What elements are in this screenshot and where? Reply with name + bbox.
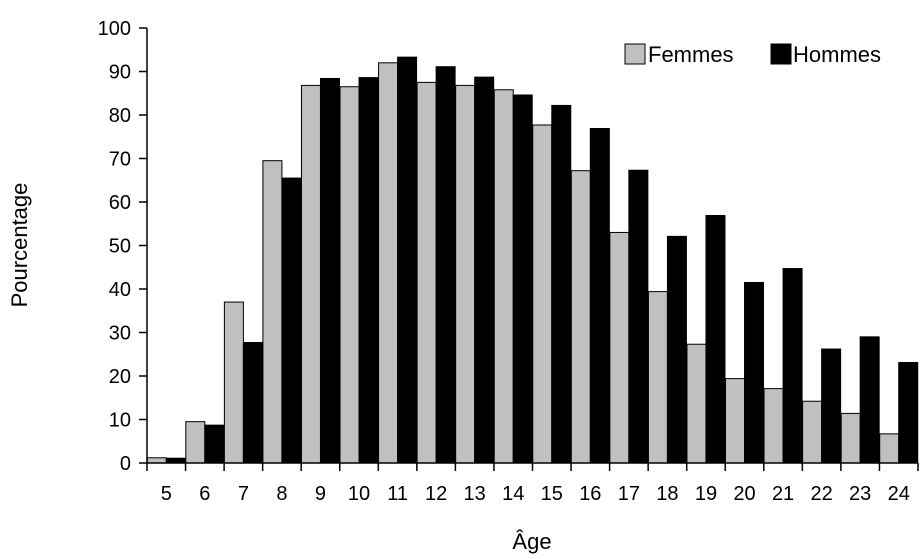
bar-femmes-21 (763, 388, 784, 464)
y-tick-label: 50 (109, 236, 131, 258)
x-tick-label: 22 (811, 483, 833, 505)
y-tick-label: 30 (109, 323, 131, 345)
bar-femmes-5 (146, 457, 167, 464)
x-axis-title: Âge (512, 529, 551, 554)
x-tick-label: 13 (464, 483, 486, 505)
bar-hommes-8 (281, 177, 302, 464)
x-tick-label: 7 (238, 483, 249, 505)
bar-femmes-7 (223, 301, 244, 464)
bar-hommes-7 (242, 342, 263, 464)
legend: Femmes Hommes (624, 42, 881, 67)
y-axis-title: Pourcentage (7, 183, 32, 308)
x-tick-label: 11 (387, 483, 408, 505)
x-tick-label: 6 (199, 483, 210, 505)
x-ticks-group: 5 6 7 8 9 10 11 12 13 14 15 16 17 18 19 20 21 22 23 24 (146, 463, 919, 505)
bar-hommes-6 (204, 424, 225, 464)
y-tick-label: 70 (109, 149, 131, 171)
bar-hommes-10 (358, 77, 379, 464)
bar-femmes-19 (686, 343, 707, 464)
x-tick-label: 24 (888, 483, 910, 505)
bars-group (146, 56, 919, 464)
bar-femmes-13 (455, 84, 476, 464)
bar-femmes-17 (609, 231, 630, 464)
bar-hommes-24 (898, 362, 919, 464)
bar-femmes-10 (339, 86, 360, 464)
legend-label-hommes: Hommes (793, 42, 881, 67)
bar-femmes-20 (725, 378, 746, 464)
x-tick-label: 21 (772, 483, 794, 505)
x-tick-label: 14 (502, 483, 524, 505)
bar-femmes-8 (262, 160, 283, 464)
y-tick-label: 40 (109, 279, 131, 301)
bar-femmes-6 (185, 421, 206, 464)
bar-femmes-24 (879, 433, 900, 464)
bar-hommes-20 (744, 281, 765, 464)
legend-label-femmes: Femmes (648, 42, 734, 67)
bar-hommes-16 (589, 127, 610, 464)
bar-femmes-9 (300, 84, 321, 464)
bar-hommes-9 (319, 77, 340, 464)
bar-hommes-14 (512, 94, 533, 464)
bar-femmes-14 (493, 89, 514, 464)
x-tick-label: 5 (161, 483, 172, 505)
y-tick-label: 100 (98, 18, 131, 40)
x-tick-label: 16 (579, 483, 601, 505)
bar-hommes-23 (859, 336, 880, 464)
bar-hommes-12 (435, 66, 456, 464)
x-tick-label: 10 (348, 483, 370, 505)
y-tick-label: 90 (109, 62, 131, 84)
bar-femmes-22 (802, 400, 823, 464)
x-tick-label: 9 (315, 483, 326, 505)
bar-femmes-16 (570, 170, 591, 464)
bar-hommes-13 (474, 76, 495, 464)
x-tick-label: 18 (656, 483, 678, 505)
x-tick-label: 15 (541, 483, 563, 505)
x-tick-label: 8 (276, 483, 287, 505)
bar-femmes-23 (840, 412, 861, 464)
x-tick-label: 23 (849, 483, 871, 505)
bar-femmes-12 (416, 81, 437, 464)
legend-swatch-hommes (770, 43, 792, 65)
y-tick-label: 0 (120, 453, 131, 475)
bar-hommes-19 (705, 214, 726, 464)
bar-femmes-15 (532, 124, 553, 464)
y-tick-label: 20 (109, 366, 131, 388)
bar-hommes-21 (782, 268, 803, 464)
legend-swatch-femmes (624, 43, 646, 65)
x-tick-label: 20 (733, 483, 755, 505)
y-tick-label: 10 (109, 410, 131, 432)
bar-hommes-11 (397, 56, 418, 464)
x-tick-label: 12 (425, 483, 447, 505)
y-tick-label: 80 (109, 105, 131, 127)
x-tick-label: 19 (695, 483, 717, 505)
y-tick-label: 60 (109, 192, 131, 214)
y-ticks-group: 0 10 20 30 40 50 60 70 80 90 100 (98, 18, 147, 475)
bar-femmes-11 (378, 62, 399, 464)
bar-hommes-17 (628, 169, 649, 464)
bar-hommes-22 (821, 348, 842, 464)
bar-hommes-15 (551, 104, 572, 464)
bar-hommes-18 (666, 235, 687, 464)
x-tick-label: 17 (618, 483, 640, 505)
bar-femmes-18 (647, 291, 668, 464)
